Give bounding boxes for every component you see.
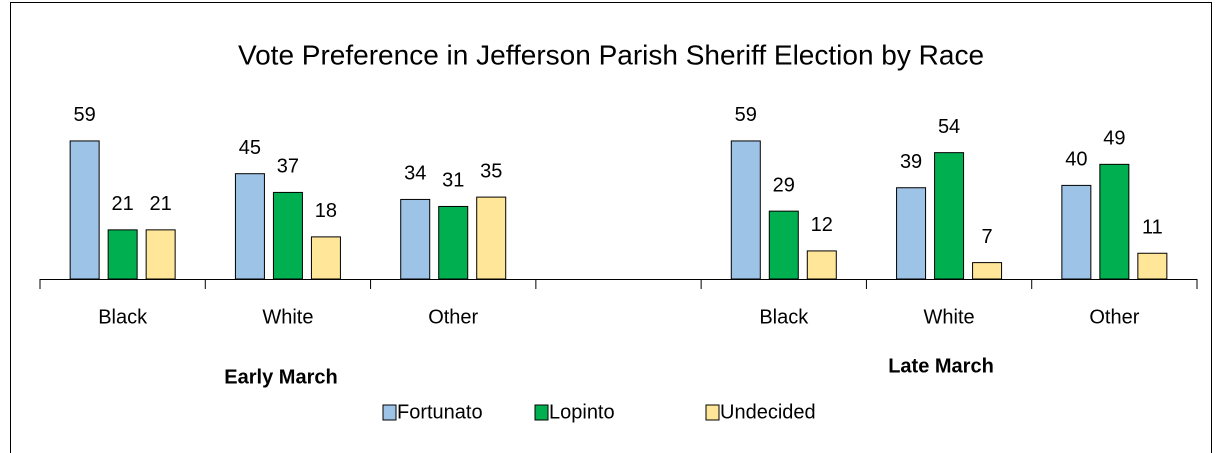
legend-label: Undecided — [720, 401, 816, 423]
bar — [806, 250, 837, 280]
data-label: 49 — [1103, 128, 1125, 150]
data-label: 21 — [112, 193, 134, 215]
legend-label: Lopinto — [549, 401, 615, 423]
data-label: 34 — [404, 163, 426, 185]
data-label: 40 — [1065, 149, 1087, 171]
legend-swatch — [382, 404, 397, 421]
bar — [768, 210, 799, 280]
data-label: 59 — [735, 104, 757, 126]
legend-swatch — [534, 404, 549, 421]
bar — [438, 205, 469, 280]
bar — [400, 198, 431, 280]
bar — [1061, 184, 1092, 280]
data-label: 11 — [1142, 217, 1163, 239]
bar — [107, 229, 138, 280]
data-label: 7 — [982, 226, 993, 248]
data-label: 45 — [239, 137, 261, 159]
bar — [1137, 252, 1168, 280]
bar — [272, 191, 303, 280]
bar — [234, 173, 265, 280]
bar — [310, 236, 341, 280]
bar — [476, 196, 507, 280]
bar — [972, 262, 1003, 280]
data-label: 37 — [277, 156, 299, 178]
x-tick-label: Black — [759, 306, 809, 328]
chart-frame — [10, 2, 1212, 453]
data-label: 54 — [938, 116, 960, 138]
bar — [934, 152, 965, 280]
bar — [896, 187, 927, 280]
x-tick-label: Other — [428, 306, 478, 328]
chart-title: Vote Preference in Jefferson Parish Sher… — [238, 39, 984, 70]
legend-swatch — [705, 404, 720, 421]
data-label: 39 — [900, 151, 922, 173]
bar — [730, 140, 761, 280]
data-label: 59 — [74, 104, 96, 126]
x-tick-label: White — [924, 306, 975, 328]
data-label: 35 — [480, 160, 502, 182]
data-label: 29 — [773, 174, 795, 196]
data-label: 21 — [150, 193, 172, 215]
data-label: 31 — [442, 170, 464, 192]
group-label: Late March — [888, 355, 994, 377]
x-tick-label: Other — [1089, 306, 1139, 328]
data-label: 12 — [811, 214, 833, 236]
legend-label: Fortunato — [397, 401, 483, 423]
x-tick-label: Black — [98, 306, 148, 328]
bar — [145, 229, 176, 280]
bar — [69, 140, 100, 280]
x-tick-label: White — [262, 306, 313, 328]
group-label: Early March — [224, 366, 337, 388]
data-label: 18 — [315, 200, 337, 222]
bar — [1099, 163, 1130, 280]
